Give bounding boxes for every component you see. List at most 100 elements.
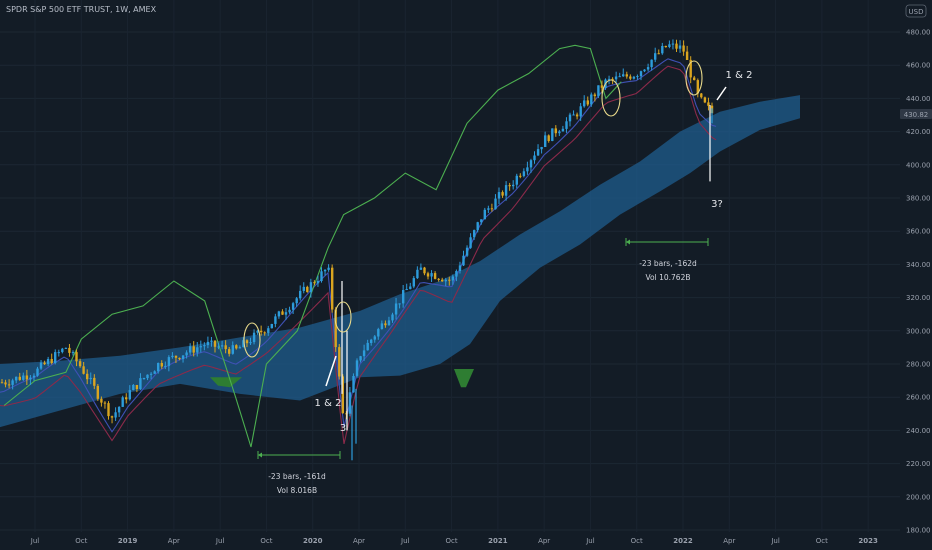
candle-body bbox=[487, 208, 490, 210]
price-tick: 420.00 bbox=[906, 128, 931, 136]
candle-body bbox=[103, 402, 107, 404]
price-tick: 180.00 bbox=[906, 527, 931, 535]
candle-body bbox=[82, 366, 85, 374]
candle-body bbox=[238, 347, 242, 349]
candle-body bbox=[196, 347, 199, 353]
left-three-label: 3 bbox=[340, 423, 346, 434]
candle-body bbox=[78, 361, 82, 367]
candle-body bbox=[465, 247, 469, 256]
price-tick: 360.00 bbox=[906, 228, 931, 236]
currency-badge[interactable]: USD bbox=[905, 4, 927, 18]
right-three-label: 3? bbox=[711, 199, 723, 210]
candle-body bbox=[348, 392, 352, 414]
candle-body bbox=[526, 167, 529, 172]
candle-body bbox=[107, 403, 110, 417]
candle-body bbox=[515, 175, 518, 185]
candle-body bbox=[387, 320, 391, 326]
marker-ellipse bbox=[685, 60, 703, 96]
candle-body bbox=[366, 342, 369, 351]
candle-body bbox=[288, 309, 291, 313]
candle-body bbox=[671, 43, 675, 45]
candle-body bbox=[703, 97, 707, 103]
candle-body bbox=[171, 355, 174, 358]
price-tick: 200.00 bbox=[906, 493, 931, 501]
candle-body bbox=[206, 341, 210, 346]
candle-body bbox=[327, 267, 330, 270]
candle-body bbox=[157, 363, 160, 372]
candle-body bbox=[554, 128, 557, 134]
candle-body bbox=[558, 131, 561, 134]
candle-body bbox=[696, 80, 699, 94]
candle-body bbox=[540, 147, 543, 150]
candle-body bbox=[299, 290, 302, 299]
candle-body bbox=[370, 339, 373, 343]
candle-body bbox=[36, 368, 39, 376]
candle-body bbox=[373, 336, 376, 340]
cloud-area bbox=[0, 95, 800, 428]
candle-body bbox=[96, 385, 99, 399]
candle-body bbox=[519, 175, 522, 177]
candle-body bbox=[316, 281, 320, 284]
candle-body bbox=[235, 345, 238, 349]
time-tick: Oct bbox=[75, 537, 87, 545]
candle-body bbox=[625, 74, 628, 77]
time-tick: Oct bbox=[631, 537, 643, 545]
candle-body bbox=[639, 71, 643, 77]
candle-body bbox=[490, 208, 494, 210]
candle-body bbox=[451, 276, 455, 281]
left-wave-annotation: 1 & 2 3 bbox=[315, 355, 346, 434]
cloud-twist bbox=[210, 377, 242, 388]
candle-body bbox=[18, 376, 21, 380]
price-tick: 440.00 bbox=[906, 95, 931, 103]
time-tick: Apr bbox=[723, 537, 735, 545]
candle-body bbox=[11, 380, 14, 385]
candle-body bbox=[164, 365, 167, 367]
price-axis[interactable]: 480.00 460.00 440.00 420.00 400.00 380.00 360.… bbox=[906, 29, 931, 535]
candle-body bbox=[444, 279, 447, 282]
price-tick: 320.00 bbox=[906, 294, 931, 302]
candle-body bbox=[263, 332, 266, 334]
base-line bbox=[0, 65, 717, 445]
candle-body bbox=[536, 149, 540, 156]
candle-body bbox=[331, 267, 334, 310]
wave-markers bbox=[243, 60, 703, 358]
candle-body bbox=[512, 184, 515, 187]
candle-body bbox=[675, 43, 678, 49]
candle-body bbox=[210, 340, 213, 342]
candle-body bbox=[128, 390, 131, 400]
candle-body bbox=[15, 376, 18, 381]
time-axis[interactable]: Jul Oct 2019 Apr Jul Oct 2020 Apr Jul Oct 2021 Apr J… bbox=[30, 537, 878, 545]
candle-body bbox=[455, 271, 458, 277]
candle-body bbox=[693, 77, 696, 81]
candle-body bbox=[522, 171, 526, 177]
price-tick: 460.00 bbox=[906, 62, 931, 70]
price-tick: 300.00 bbox=[906, 327, 931, 335]
time-tick: Jul bbox=[770, 537, 780, 545]
candle-body bbox=[89, 377, 92, 380]
candle-body bbox=[320, 271, 323, 281]
time-tick: Apr bbox=[353, 537, 365, 545]
candle-body bbox=[629, 76, 632, 79]
candle-body bbox=[405, 289, 408, 290]
candle-body bbox=[643, 69, 646, 72]
candle-body bbox=[618, 76, 621, 78]
candle-body bbox=[323, 269, 327, 272]
candle-body bbox=[260, 330, 263, 333]
time-tick: 2020 bbox=[303, 537, 323, 545]
candle-body bbox=[593, 94, 596, 97]
candle-body bbox=[284, 312, 288, 315]
currency-label: USD bbox=[909, 8, 924, 16]
time-tick: 2021 bbox=[488, 537, 508, 545]
candle-body bbox=[125, 397, 128, 400]
left-range-vol: Vol 8.016B bbox=[277, 486, 317, 495]
candle-body bbox=[689, 59, 692, 78]
price-tick: 280.00 bbox=[906, 361, 931, 369]
left-wave-label: 1 & 2 bbox=[315, 398, 342, 409]
candle-body bbox=[504, 185, 508, 196]
candle-body bbox=[636, 76, 639, 78]
candle-body bbox=[657, 53, 660, 55]
candle-body bbox=[149, 373, 153, 375]
candle-body bbox=[448, 279, 451, 281]
time-tick: Apr bbox=[538, 537, 550, 545]
